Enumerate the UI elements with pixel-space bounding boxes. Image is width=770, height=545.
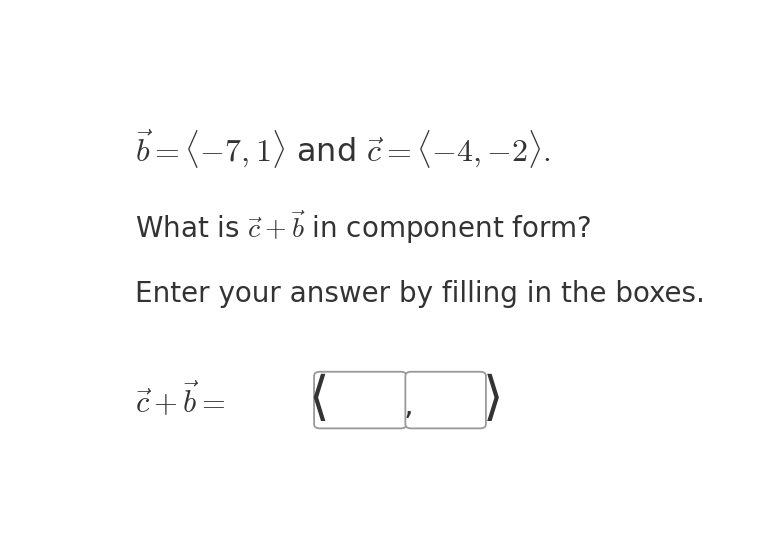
FancyBboxPatch shape: [314, 372, 407, 428]
Text: ⟩: ⟩: [483, 373, 504, 425]
FancyBboxPatch shape: [405, 372, 486, 428]
Text: ,: ,: [403, 391, 413, 420]
Text: What is $\vec{c} + \vec{b}$ in component form?: What is $\vec{c} + \vec{b}$ in component…: [135, 208, 591, 246]
Text: $\vec{b} = \langle{-7}, 1\rangle$ and $\vec{c} = \langle{-4}, {-2}\rangle.$: $\vec{b} = \langle{-7}, 1\rangle$ and $\…: [135, 128, 551, 171]
Text: ⟨: ⟨: [308, 373, 329, 425]
Text: $\vec{c} + \vec{b} =$: $\vec{c} + \vec{b} =$: [135, 379, 225, 419]
Text: Enter your answer by filling in the boxes.: Enter your answer by filling in the boxe…: [135, 280, 705, 308]
